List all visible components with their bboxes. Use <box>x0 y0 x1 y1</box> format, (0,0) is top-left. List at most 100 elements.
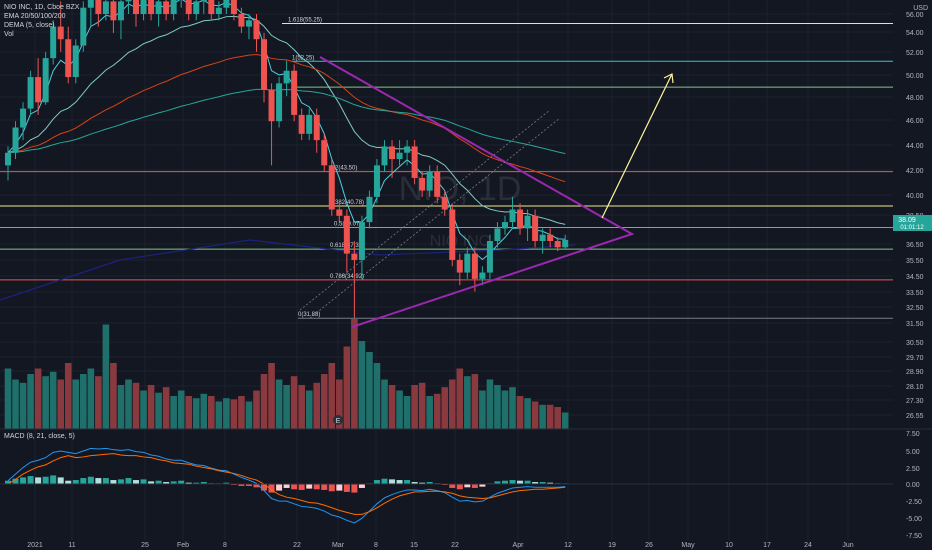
candlestick-series[interactable] <box>5 0 569 318</box>
candle-body[interactable] <box>366 196 373 223</box>
candle-body[interactable] <box>42 58 49 103</box>
candle-body[interactable] <box>261 39 268 90</box>
macd-histogram-bar <box>163 482 170 484</box>
candle-body[interactable] <box>268 89 275 122</box>
candle-body[interactable] <box>306 114 313 134</box>
candle-body[interactable] <box>532 215 539 242</box>
candle-body[interactable] <box>471 253 478 279</box>
candle-body[interactable] <box>276 83 283 122</box>
candle-body[interactable] <box>539 234 546 242</box>
time-axis[interactable]: 2021 11 25 Feb 8 22 Mar 8 15 22 Apr 12 19 26 May 10 17 24… <box>27 542 854 549</box>
trend-channel-lower[interactable] <box>309 117 561 319</box>
triangle-pattern[interactable] <box>319 56 635 328</box>
symbol-title[interactable]: NIO INC, 1D, Cboe BZX <box>4 4 80 11</box>
candle-body[interactable] <box>373 165 380 197</box>
candle-body[interactable] <box>200 0 207 2</box>
candle-body[interactable] <box>358 222 365 260</box>
candle-body[interactable] <box>238 14 245 27</box>
candle-body[interactable] <box>389 146 396 160</box>
candle-body[interactable] <box>464 253 471 273</box>
projection-arrow[interactable] <box>601 73 673 219</box>
candle-body[interactable] <box>404 146 411 153</box>
candle-body[interactable] <box>343 215 350 254</box>
earnings-marker[interactable] <box>333 415 343 425</box>
candle-body[interactable] <box>479 272 486 279</box>
candle-body[interactable] <box>245 20 252 27</box>
candle-body[interactable] <box>434 171 441 197</box>
candle-body[interactable] <box>381 146 388 166</box>
candle-body[interactable] <box>12 127 19 153</box>
candle-body[interactable] <box>35 77 42 103</box>
candle-body[interactable] <box>547 234 554 242</box>
candle-body[interactable] <box>449 209 456 260</box>
candle-body[interactable] <box>80 7 87 46</box>
volume-bar <box>464 376 471 429</box>
candle-body[interactable] <box>554 241 561 248</box>
volume-indicator-label[interactable]: Vol <box>4 31 14 38</box>
candle-body[interactable] <box>72 45 79 78</box>
trend-channel-upper[interactable] <box>299 109 551 311</box>
candle-body[interactable] <box>336 209 343 216</box>
candle-body[interactable] <box>328 165 335 210</box>
candle-body[interactable] <box>208 0 215 14</box>
candle-body[interactable] <box>215 7 222 14</box>
candle-body[interactable] <box>351 253 358 260</box>
candle-body[interactable] <box>20 108 27 128</box>
candle-body[interactable] <box>509 209 516 223</box>
candle-body[interactable] <box>456 259 463 273</box>
candle-body[interactable] <box>562 239 569 248</box>
candle-body[interactable] <box>441 196 448 210</box>
candle-body[interactable] <box>253 20 260 40</box>
candle-body[interactable] <box>102 1 109 14</box>
candle-body[interactable] <box>148 0 155 14</box>
ema-indicator-label[interactable]: EMA 20/50/100/200 <box>4 13 66 20</box>
candle-body[interactable] <box>133 0 140 14</box>
candle-body[interactable] <box>298 114 305 134</box>
candle-body[interactable] <box>185 0 192 14</box>
candle-body[interactable] <box>117 1 124 21</box>
candle-body[interactable] <box>87 0 94 8</box>
candle-body[interactable] <box>501 222 508 229</box>
candle-body[interactable] <box>5 152 11 166</box>
volume-bar <box>87 368 95 429</box>
candle-body[interactable] <box>110 1 117 21</box>
price-axis[interactable]: 56.00 54.00 52.00 50.00 48.00 46.00 44.00 42.00… <box>906 12 924 420</box>
candle-body[interactable] <box>155 1 162 14</box>
candle-body[interactable] <box>411 146 418 178</box>
candle-body[interactable] <box>291 70 298 115</box>
candle-body[interactable] <box>517 209 524 229</box>
candle-body[interactable] <box>163 1 170 14</box>
fib-level-label: 0.2(43.50) <box>330 166 357 172</box>
candle-body[interactable] <box>426 171 433 191</box>
macd-histogram-bar <box>95 478 102 484</box>
candle-body[interactable] <box>223 0 230 8</box>
macd-histogram-bar <box>298 484 305 490</box>
macd-axis[interactable]: 7.50 5.00 2.50 0.00 -2.50 -5.00 -7.50 <box>906 431 922 540</box>
candle-body[interactable] <box>283 70 290 84</box>
candle-body[interactable] <box>494 228 501 242</box>
candle-body[interactable] <box>193 1 200 14</box>
candle-body[interactable] <box>27 77 34 109</box>
candle-body[interactable] <box>313 114 320 141</box>
candle-body[interactable] <box>50 26 57 59</box>
candle-body[interactable] <box>230 0 237 14</box>
candle-body[interactable] <box>125 0 132 2</box>
candle-body[interactable] <box>140 0 147 14</box>
macd-histogram-bar <box>170 481 177 484</box>
candle-body[interactable] <box>486 241 493 273</box>
candle-body[interactable] <box>95 0 102 14</box>
candle-body[interactable] <box>396 152 403 160</box>
candle-body[interactable] <box>170 0 177 14</box>
candle-body[interactable] <box>57 26 64 40</box>
volume-bar <box>200 393 208 429</box>
candle-body[interactable] <box>65 39 72 78</box>
candle-body[interactable] <box>524 215 531 229</box>
dema-indicator-label[interactable]: DEMA (5, close) <box>4 22 55 29</box>
candle-body[interactable] <box>419 177 426 191</box>
volume-bar <box>418 382 426 429</box>
drawings[interactable]: E <box>299 56 674 425</box>
candle-body[interactable] <box>321 140 328 166</box>
macd-indicator-label[interactable]: MACD (8, 21, close, 5) <box>4 433 75 440</box>
volume-bar <box>426 396 433 429</box>
